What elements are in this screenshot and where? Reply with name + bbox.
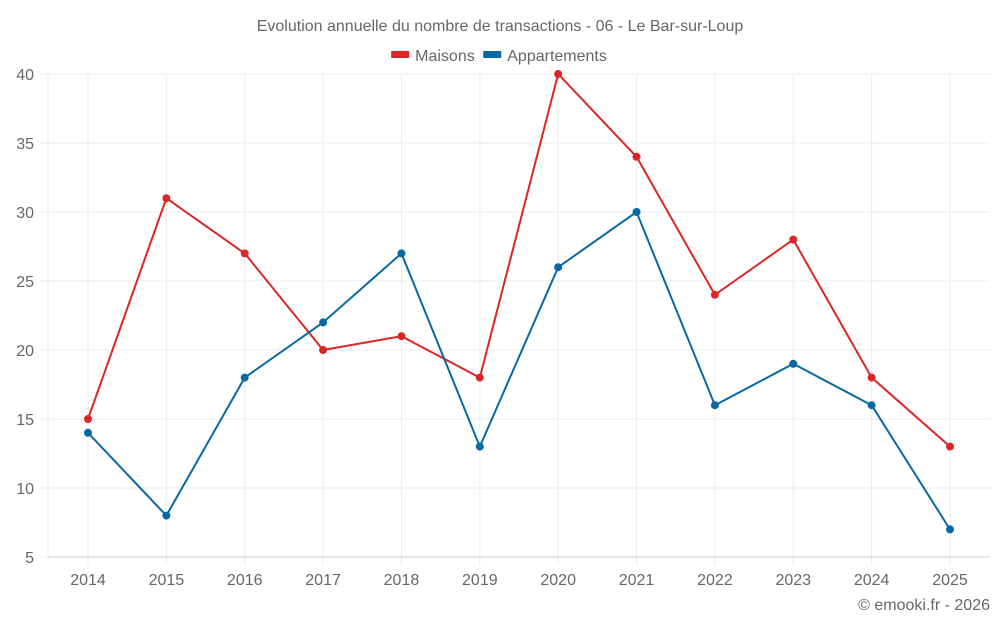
legend-label: Appartements — [507, 48, 607, 65]
series-line — [87, 73, 951, 448]
data-point — [632, 208, 641, 216]
series-line — [87, 211, 951, 530]
y-tick-label: 5 — [25, 550, 34, 567]
x-tick-label: 2022 — [697, 572, 733, 589]
x-tick-label: 2015 — [149, 572, 185, 589]
data-point — [475, 442, 484, 451]
x-tick-label: 2017 — [305, 572, 341, 589]
chart-title: Evolution annuelle du nombre de transact… — [257, 18, 744, 35]
legend-swatch — [483, 51, 502, 58]
data-point — [162, 194, 171, 203]
y-tick-label: 10 — [16, 481, 34, 498]
y-tick-label: 15 — [16, 412, 34, 429]
legend: Maisons Appartements — [391, 48, 607, 65]
data-point — [789, 359, 798, 368]
legend-item-maisons: Maisons — [391, 48, 475, 65]
data-point — [946, 525, 954, 534]
data-point — [632, 152, 641, 161]
x-tick-label: 2014 — [70, 572, 106, 589]
x-tick-label: 2018 — [384, 572, 420, 589]
data-point — [319, 346, 328, 354]
x-tick-label: 2021 — [619, 572, 655, 589]
y-tick-label: 25 — [16, 274, 34, 291]
x-tick-label: 2019 — [462, 572, 498, 589]
legend-item-appartements: Appartements — [483, 48, 607, 65]
x-tick-label: 2016 — [227, 572, 263, 589]
data-point — [240, 373, 249, 382]
data-point — [240, 249, 249, 258]
x-tick-label: 2025 — [932, 572, 968, 589]
series-layer — [84, 70, 954, 534]
data-point — [397, 332, 406, 341]
data-point — [554, 70, 563, 78]
series-appartements — [84, 208, 954, 534]
y-tick-label: 40 — [16, 67, 34, 84]
x-tick-label: 2020 — [540, 572, 576, 589]
data-point — [319, 318, 328, 327]
data-point — [397, 249, 406, 258]
data-point — [162, 511, 171, 520]
legend-swatch — [391, 51, 410, 58]
y-tick-label: 30 — [16, 205, 34, 222]
data-point — [710, 290, 719, 299]
copyright-footer: © emooki.fr - 2026 — [858, 597, 990, 614]
x-tick-label: 2023 — [775, 572, 811, 589]
grid — [40, 73, 990, 565]
data-point — [946, 442, 954, 451]
data-point — [789, 235, 798, 244]
data-point — [84, 415, 92, 423]
legend-label: Maisons — [415, 48, 475, 65]
data-point — [867, 373, 876, 382]
x-tick-label: 2024 — [854, 572, 890, 589]
y-tick-label: 35 — [16, 136, 34, 153]
series-maisons — [84, 70, 954, 451]
y-tick-label: 20 — [16, 343, 34, 360]
data-point — [475, 373, 484, 382]
data-point — [84, 428, 92, 437]
data-point — [554, 263, 563, 272]
data-point — [710, 401, 719, 410]
data-point — [867, 401, 876, 410]
